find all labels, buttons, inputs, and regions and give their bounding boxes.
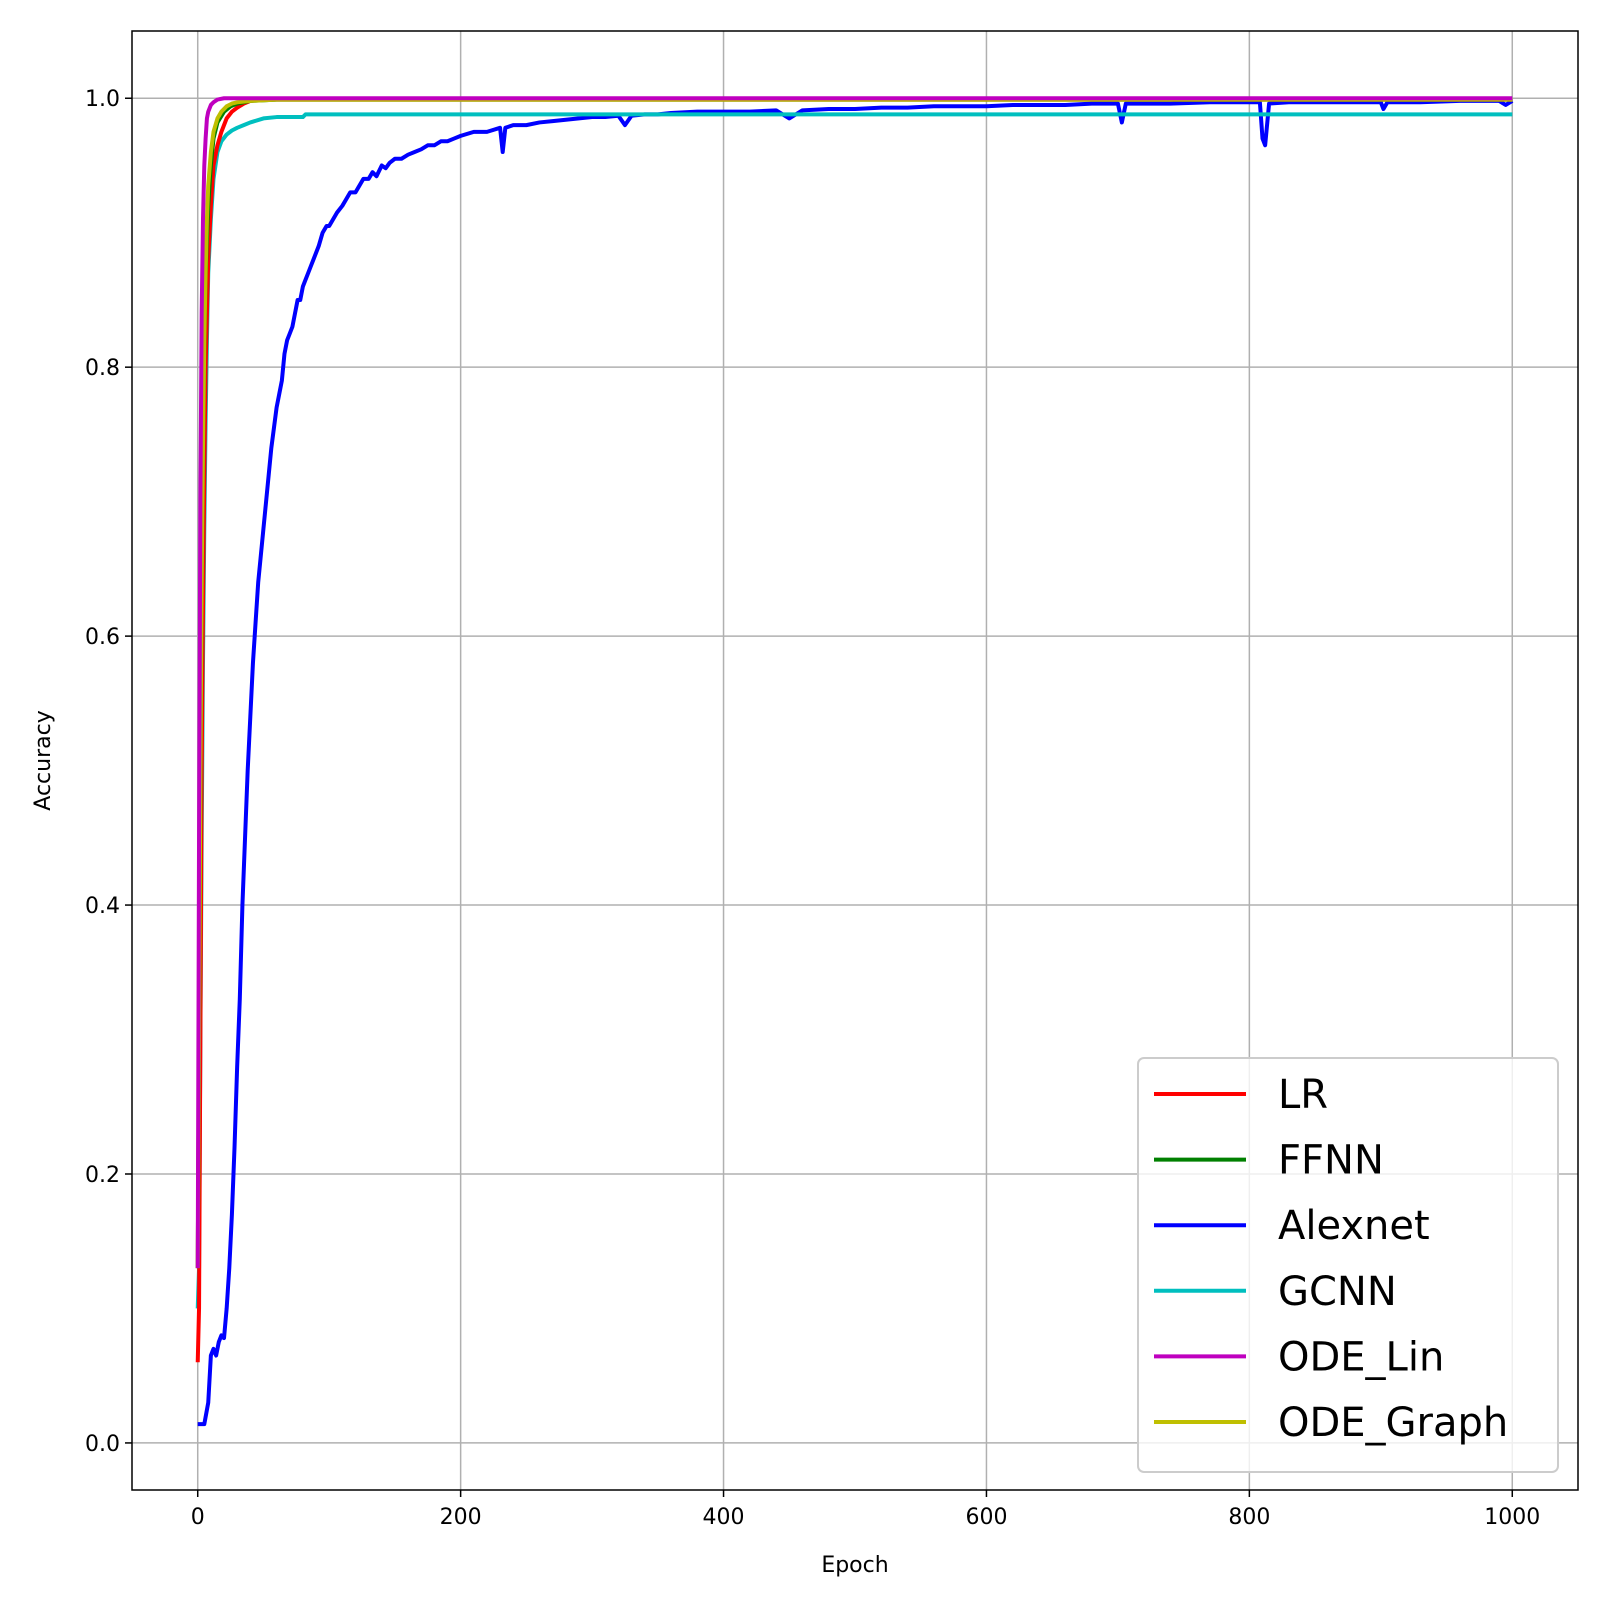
legend-label-gcnn: GCNN (1278, 1269, 1397, 1315)
x-tick-label: 0 (191, 1505, 205, 1530)
x-tick-label: 200 (440, 1505, 482, 1530)
legend: LR FFNN Alexnet GCNN ODE_Lin ODE_Graph (1137, 1057, 1559, 1473)
legend-label-lr: LR (1278, 1072, 1328, 1118)
x-tick-label: 600 (965, 1505, 1007, 1530)
x-axis-label: Epoch (821, 1553, 888, 1578)
y-tick-label: 0.6 (85, 625, 120, 650)
grid-lines (132, 31, 1578, 1490)
y-tick-label: 0.2 (85, 1163, 120, 1188)
legend-label-alexnet: Alexnet (1278, 1203, 1430, 1249)
axis-ticks: 0 200 400 600 800 1000 0.0 0.2 0.4 0.6 0.8 1.0 (85, 87, 1540, 1530)
legend-label-ffnn: FFNN (1278, 1138, 1384, 1184)
y-tick-label: 0.0 (85, 1432, 120, 1457)
legend-label-ode-lin: ODE_Lin (1278, 1334, 1444, 1380)
series-line-ode-lin (195, 96, 1513, 1269)
x-tick-label: 800 (1228, 1505, 1270, 1530)
plot-frame (131, 30, 1579, 1491)
y-tick-label: 0.4 (85, 894, 120, 919)
y-tick-label: 1.0 (85, 87, 120, 112)
legend-label-ode-graph: ODE_Graph (1278, 1400, 1508, 1446)
x-tick-label: 1000 (1484, 1505, 1540, 1530)
y-axis-label: Accuracy (31, 710, 56, 810)
y-tick-label: 0.8 (85, 356, 120, 381)
x-tick-label: 400 (703, 1505, 745, 1530)
series-line-alexnet (197, 98, 1514, 1427)
series-lines (195, 96, 1514, 1427)
